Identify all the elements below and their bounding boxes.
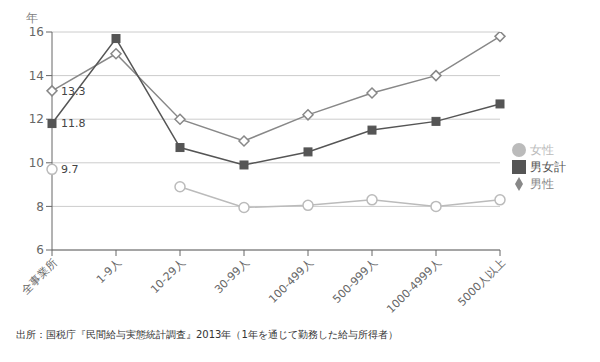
svg-text:1-9人: 1-9人	[94, 256, 124, 286]
svg-text:8: 8	[36, 200, 44, 214]
svg-text:年: 年	[26, 11, 38, 25]
svg-text:全事業所: 全事業所	[19, 256, 59, 296]
svg-text:5000人以上: 5000人以上	[455, 256, 507, 308]
svg-text:13.3: 13.3	[61, 85, 86, 98]
svg-text:1000-4999人: 1000-4999人	[384, 256, 443, 315]
svg-text:30-99人: 30-99人	[212, 256, 252, 296]
svg-text:12: 12	[29, 112, 44, 126]
svg-text:11.8: 11.8	[61, 117, 86, 130]
html-text:男女計: 男女計	[530, 159, 566, 174]
html-text:女性: 女性	[530, 142, 554, 157]
svg-text:6: 6	[36, 243, 44, 257]
svg-text:100-499人: 100-499人	[266, 256, 315, 305]
svg-text:14: 14	[29, 69, 44, 83]
html-text:出所：国税庁『民間給与実態統計調査』2013年（1年を通じて: 出所：国税庁『民間給与実態統計調査』2013年（1年を通じて勤務した給与所得者）	[16, 329, 398, 340]
svg-text:9.7: 9.7	[61, 163, 79, 176]
svg-text:10-29人: 10-29人	[148, 256, 188, 296]
svg-text:500-999人: 500-999人	[330, 256, 379, 305]
html-text:男性: 男性	[530, 176, 554, 191]
svg-text:10: 10	[29, 156, 44, 170]
svg-text:16: 16	[29, 25, 44, 39]
